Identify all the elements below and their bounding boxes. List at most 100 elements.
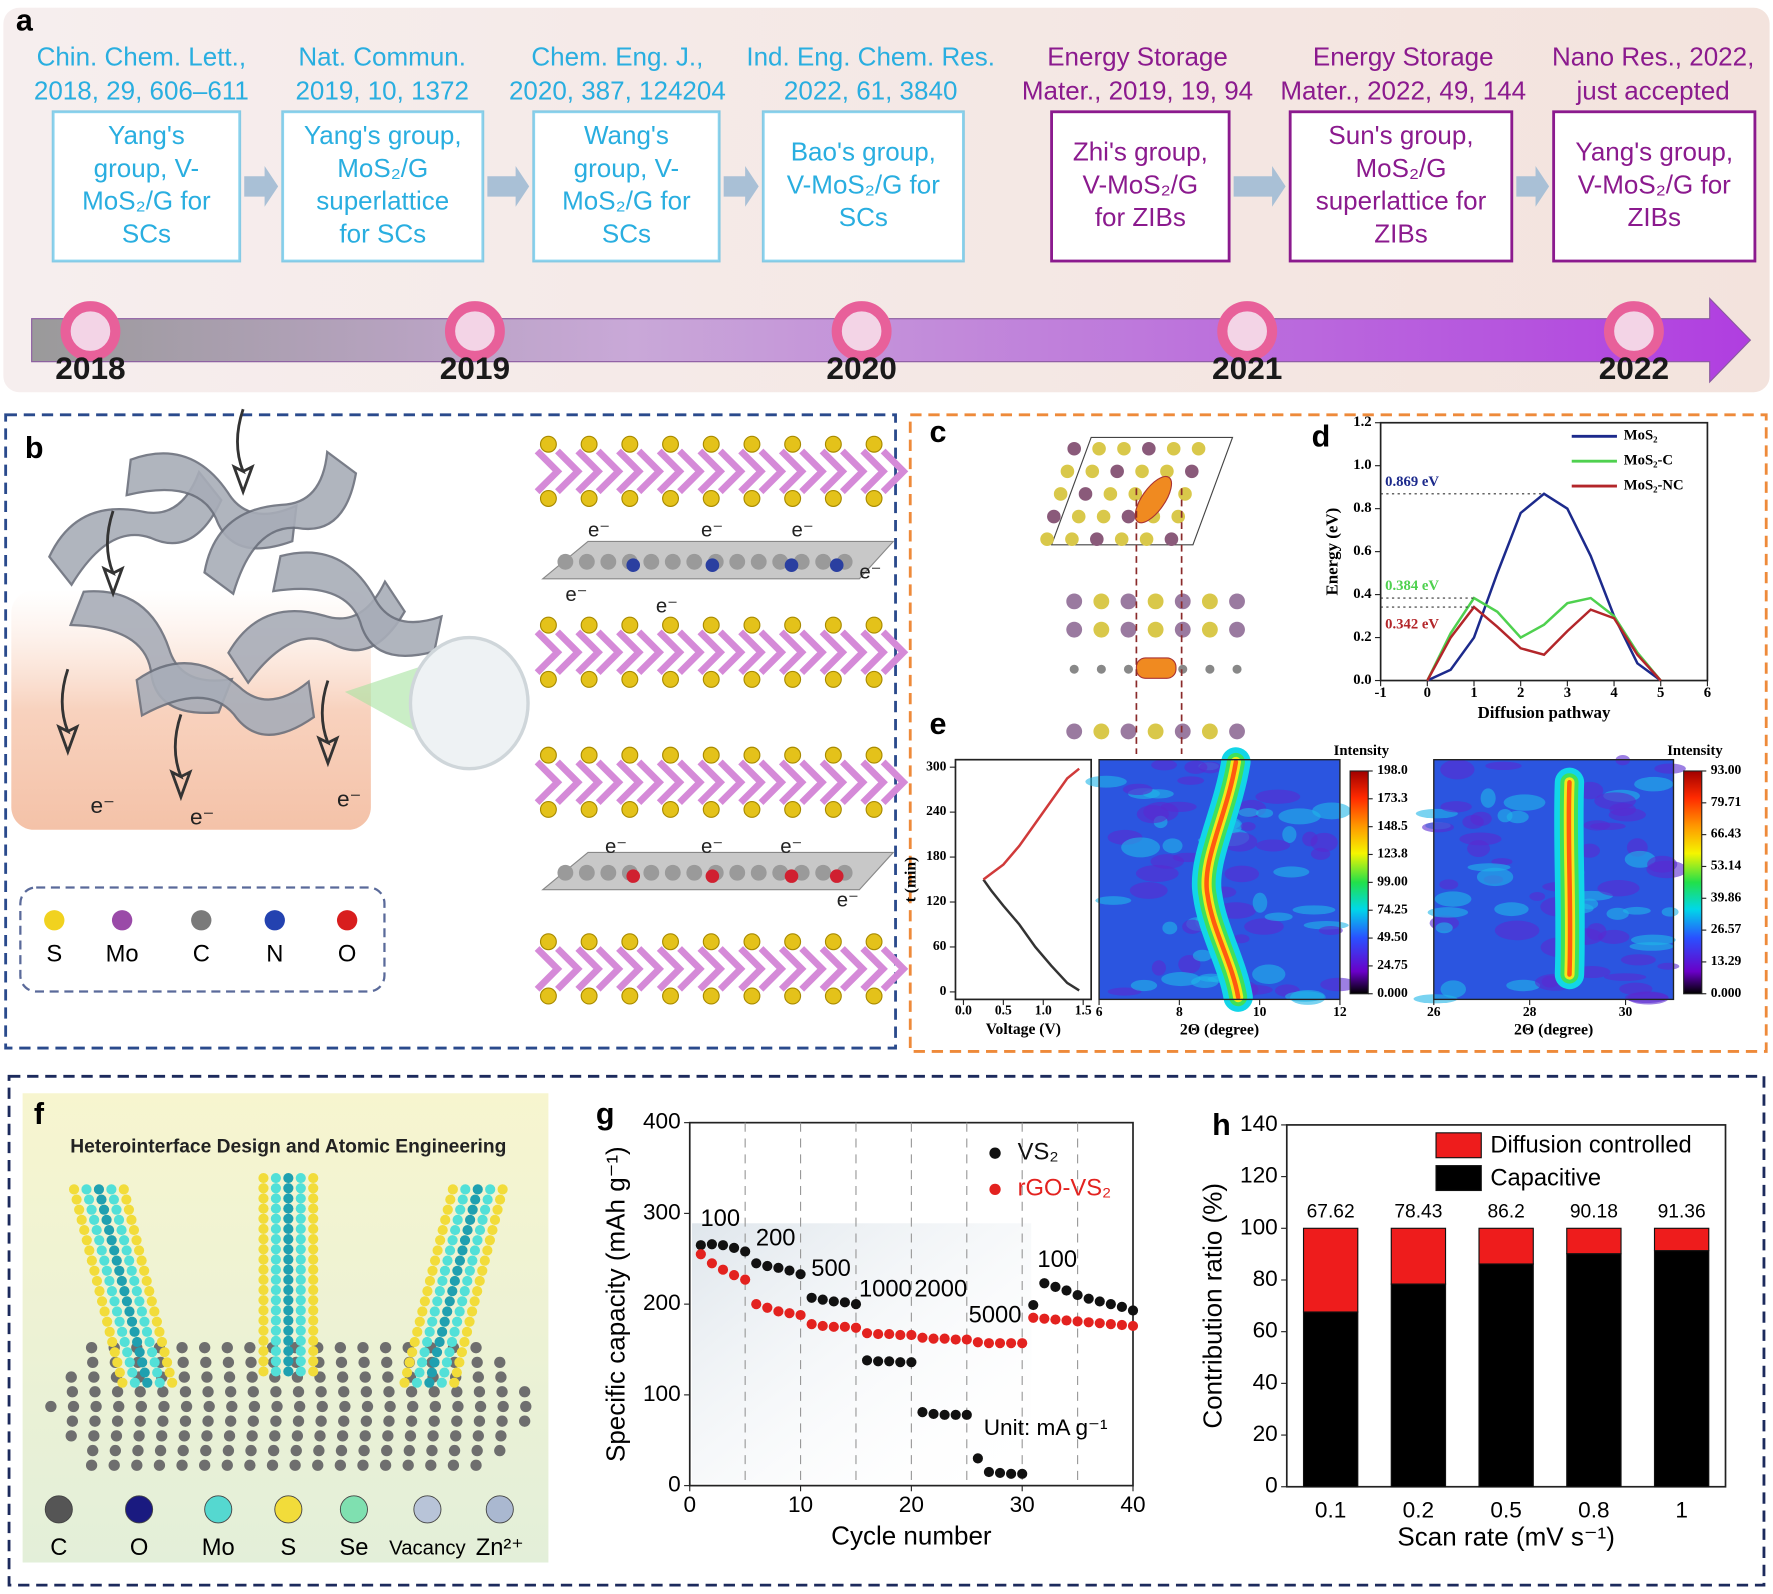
mos2-atom: [424, 1326, 435, 1337]
graphene-atom: [428, 1386, 440, 1398]
graphene-atom: [473, 1386, 486, 1398]
dopant-atom: [705, 869, 720, 883]
legend-swatch: [1435, 1132, 1482, 1159]
graphene-atom: [289, 1459, 301, 1471]
graphene-atom: [405, 1415, 418, 1427]
data-point: [950, 1409, 961, 1420]
mos2-bond: [575, 759, 624, 806]
x-tick-label: 30: [1010, 1492, 1035, 1517]
atom: [1191, 441, 1206, 456]
y-tick-label: 400: [643, 1109, 681, 1134]
heatmap-texture: [1238, 808, 1259, 817]
graphene-atom: [154, 1444, 167, 1457]
x-tick-label: 4: [1610, 685, 1618, 701]
data-point: [717, 1240, 729, 1251]
mos2-atom: [308, 1325, 319, 1336]
atom: [1117, 441, 1131, 456]
mos2-atom: [442, 1204, 453, 1215]
atom: [1142, 441, 1156, 456]
graphene-atom: [520, 1400, 532, 1413]
y-tick-label: 0: [1265, 1473, 1278, 1498]
graphene-atom: [425, 1459, 437, 1471]
heatmap-texture: [1312, 802, 1352, 820]
mos2-atom: [109, 1296, 120, 1307]
mos2-atom: [258, 1244, 269, 1255]
heatmap-texture: [1135, 865, 1179, 882]
box-text: SCs: [122, 218, 171, 248]
box-text: MoS₂/G for: [562, 186, 691, 216]
mos2-atom: [91, 1224, 102, 1236]
timeline-box: [1288, 110, 1514, 263]
mos2-atom: [118, 1184, 129, 1195]
mos2-atom: [422, 1336, 433, 1348]
mos2-atom: [258, 1325, 269, 1336]
graphene-atom: [87, 1444, 99, 1457]
x-tick-label: 20: [899, 1492, 924, 1517]
sulfur-atom: [621, 987, 639, 1005]
mos2-atom: [487, 1224, 498, 1236]
data-point: [773, 1306, 784, 1317]
mos2-atom: [131, 1286, 142, 1297]
heatmap-texture: [1095, 896, 1132, 905]
bar-segment: [1302, 1311, 1359, 1488]
graphene-atom: [225, 1415, 237, 1427]
graphene-atom: [132, 1444, 144, 1457]
sulfur-atom: [824, 616, 842, 634]
year: 2020: [826, 350, 896, 386]
electron-label: e⁻: [780, 836, 802, 858]
sulfur-atom: [580, 616, 598, 634]
x-tick-label: 6: [1704, 685, 1711, 701]
data-point: [961, 1409, 972, 1420]
mos2-atom: [114, 1316, 125, 1327]
mos2-atom: [484, 1235, 495, 1246]
atom: [1066, 593, 1083, 610]
heatmap-texture: [1422, 822, 1454, 833]
colorbar-label: 53.14: [1711, 858, 1742, 873]
cell: [1050, 436, 1234, 546]
bar-segment: [1478, 1263, 1534, 1488]
x-tick-label: 1.0: [1035, 1003, 1052, 1018]
mos2-atom: [455, 1204, 466, 1215]
heatmap-ridge: [1204, 759, 1241, 1000]
citation: Energy Storage: [1047, 42, 1228, 72]
graphene-atom: [176, 1342, 188, 1354]
sulfur-atom: [621, 435, 639, 453]
mos2-atom: [283, 1172, 294, 1184]
sulfur-atom: [702, 746, 720, 764]
mos2-atom: [308, 1305, 319, 1316]
data-point: [939, 1409, 950, 1420]
mos2-atom: [427, 1316, 438, 1327]
colorbar-label: 198.0: [1377, 762, 1408, 777]
atom: [1201, 593, 1218, 610]
x-tick-label: -1: [1375, 685, 1387, 701]
year-marker: [444, 301, 505, 362]
mos2-atom: [416, 1357, 428, 1368]
mos2-atom: [91, 1275, 103, 1287]
mos2-atom: [308, 1244, 319, 1255]
data-point: [861, 1355, 873, 1366]
electron-label: e⁻: [701, 520, 723, 542]
graphene-atom: [223, 1430, 236, 1442]
mos2-atom: [444, 1347, 455, 1358]
heatmap-texture: [1273, 866, 1310, 878]
mos2-bond: [534, 759, 583, 806]
sulfur-atom: [702, 670, 720, 688]
atom: [1205, 664, 1215, 674]
colorbar-label: 13.29: [1711, 953, 1742, 968]
mos2-atom: [270, 1345, 281, 1357]
sulfur-atom: [865, 435, 883, 453]
mos2-atom: [477, 1265, 488, 1276]
mos2-atom: [308, 1345, 319, 1357]
legend-label: Diffusion controlled: [1490, 1133, 1691, 1159]
magnifier: [408, 635, 530, 771]
mos2-atom: [68, 1184, 80, 1195]
graphene-atom: [248, 1400, 261, 1413]
data-point: [1028, 1312, 1039, 1323]
colorbar-label: 93.00: [1711, 762, 1742, 777]
year-marker: [1217, 301, 1278, 362]
atom: [1060, 464, 1075, 479]
sulfur-atom: [580, 933, 598, 951]
graphene-atom: [201, 1371, 213, 1383]
heatmap-texture: [1136, 805, 1169, 824]
graphene-atom: [358, 1444, 370, 1457]
